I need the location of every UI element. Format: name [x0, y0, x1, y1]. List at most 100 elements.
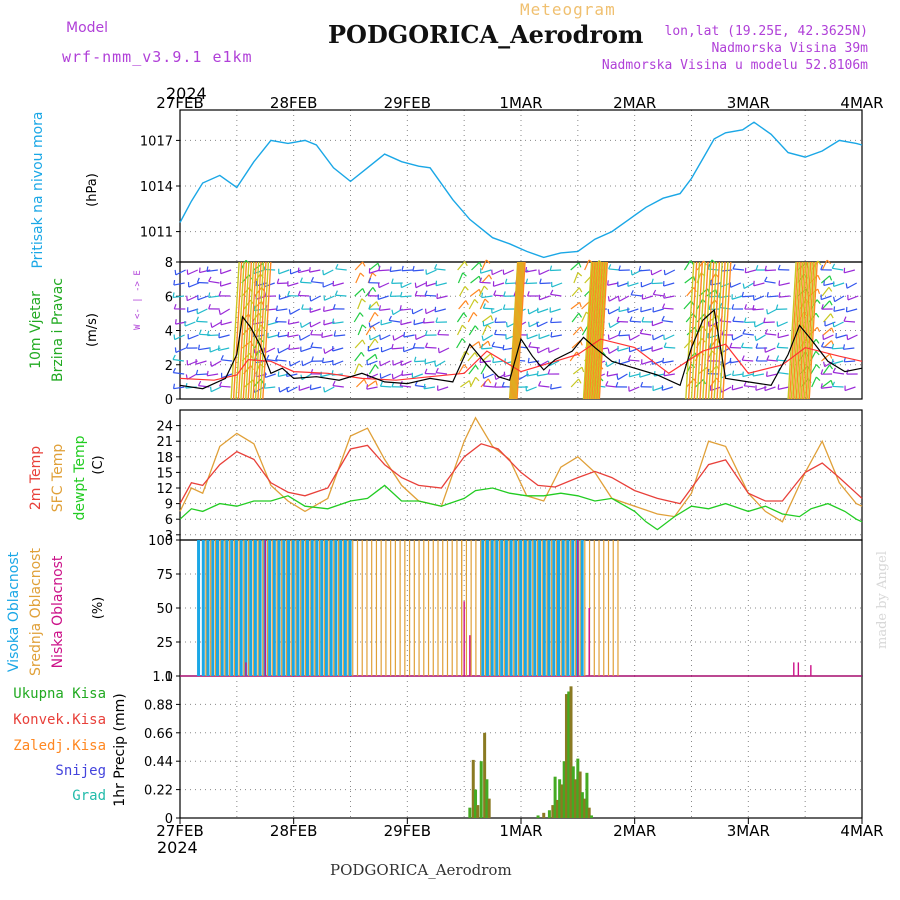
wind-barb	[425, 294, 437, 297]
wind-barb	[457, 261, 466, 271]
wind-barb-flag	[464, 286, 469, 291]
wind-barb	[482, 334, 493, 342]
wind-barb-flag	[323, 387, 326, 393]
wind-barb	[242, 326, 251, 336]
wind-barb	[662, 386, 673, 391]
wind-barb	[207, 373, 219, 377]
wind-barb	[220, 282, 232, 287]
wind-barb	[456, 312, 465, 323]
wind-barb	[211, 321, 222, 329]
wind-barb	[467, 352, 476, 362]
x-tick-label-top: 3MAR	[727, 94, 770, 112]
wind-barb	[821, 346, 833, 349]
wind-barb-flag	[366, 384, 369, 390]
y-tick-label: 0.66	[144, 727, 173, 742]
y-tick-label: 21	[156, 435, 173, 450]
wind-barb-flag	[525, 278, 529, 284]
wind-barb	[832, 360, 844, 365]
wind-barb	[288, 347, 300, 351]
wind-barb-flag	[755, 265, 759, 271]
wind-barb	[823, 313, 832, 323]
wind-barb-flag	[628, 335, 631, 341]
wind-barb-strong	[232, 261, 243, 400]
cloud-high-axis-label: Visoka Oblacnost	[6, 551, 22, 672]
wind-barb-flag	[174, 269, 177, 275]
wind-barb-flag	[776, 342, 780, 348]
wind-barb	[847, 295, 859, 301]
wind-barb-flag	[549, 289, 554, 295]
wind-barb	[438, 347, 450, 354]
wind-barb	[286, 373, 298, 377]
cloud-high-bar	[580, 540, 584, 676]
wind-barb-flag	[414, 282, 417, 288]
wind-barb-flag	[843, 316, 847, 322]
wind-barb-flag	[277, 371, 280, 377]
wind-barb-flag	[376, 301, 380, 307]
wind-barb-strong	[800, 261, 810, 400]
cloud-high-bar	[287, 540, 291, 676]
wind-barb	[435, 282, 447, 287]
wind-barb	[380, 360, 391, 367]
wind-barb	[412, 269, 424, 272]
wind-barb	[778, 386, 790, 390]
wind-barb-flag	[831, 343, 835, 349]
wind-barb	[617, 347, 629, 352]
wind-barb-flag	[816, 327, 821, 333]
precip-bar	[471, 759, 475, 818]
wind-barb-flag	[437, 347, 440, 353]
wind-barb	[653, 293, 665, 297]
wind-barb-flag	[363, 378, 367, 384]
wind-barb	[832, 385, 844, 388]
wind-barb	[310, 321, 321, 328]
wind-barb	[581, 311, 587, 323]
wind-barb-flag	[777, 264, 781, 270]
wind-barb	[492, 269, 503, 276]
wind-barb-flag	[379, 334, 381, 340]
wind-barb-strong	[719, 261, 729, 400]
wind-barb	[332, 282, 344, 287]
wind-barb-flag	[826, 259, 832, 265]
y-tick-label: 0.44	[144, 755, 173, 770]
wind-barb	[323, 308, 335, 313]
wind-barb	[822, 364, 831, 375]
wind-barb-flag	[829, 353, 833, 359]
wind-barb	[265, 373, 276, 378]
cloud-high-bar	[324, 540, 328, 676]
wind-barb	[381, 347, 393, 353]
precip-bar	[479, 761, 483, 818]
wind-barb	[469, 341, 480, 349]
wind-barb-flag	[473, 311, 478, 317]
y-tick-label: 0	[165, 670, 173, 685]
wind-barb-flag	[218, 290, 222, 297]
wind-barb	[459, 350, 466, 362]
wind-barb-flag	[301, 360, 304, 366]
wind-barb	[324, 295, 335, 301]
wind-barb	[354, 351, 362, 362]
wind-barb	[457, 272, 464, 284]
wind-barb-flag	[368, 322, 371, 328]
wind-barb-flag	[829, 300, 833, 306]
x-tick-label-top: 1MAR	[499, 94, 542, 112]
wind-barb-flag	[197, 344, 201, 350]
wind-barb	[752, 373, 764, 377]
wind-barb-flag	[333, 331, 336, 337]
wind-barb-flag	[474, 325, 479, 331]
precip-bar	[485, 779, 489, 818]
cloud-high-bar	[320, 540, 324, 676]
wind-barb	[435, 360, 446, 368]
wind-barb	[210, 386, 222, 393]
wind-barb	[483, 307, 495, 310]
wind-barb-flag	[310, 369, 314, 375]
wind-barb-flag	[389, 266, 392, 272]
wind-barb-flag	[709, 343, 712, 349]
cloud-high-bar	[220, 540, 224, 676]
wind-barb-flag	[388, 315, 392, 321]
wind-barb-strong	[516, 261, 526, 400]
wind-barb	[641, 360, 653, 365]
precip-legend-1: Konvek.Kisa	[13, 712, 106, 728]
wind-barb	[766, 373, 778, 377]
wind-barb-flag	[578, 287, 583, 293]
gust-line	[179, 338, 863, 381]
wind-barb	[821, 379, 832, 388]
wind-barb-flag	[606, 371, 609, 377]
